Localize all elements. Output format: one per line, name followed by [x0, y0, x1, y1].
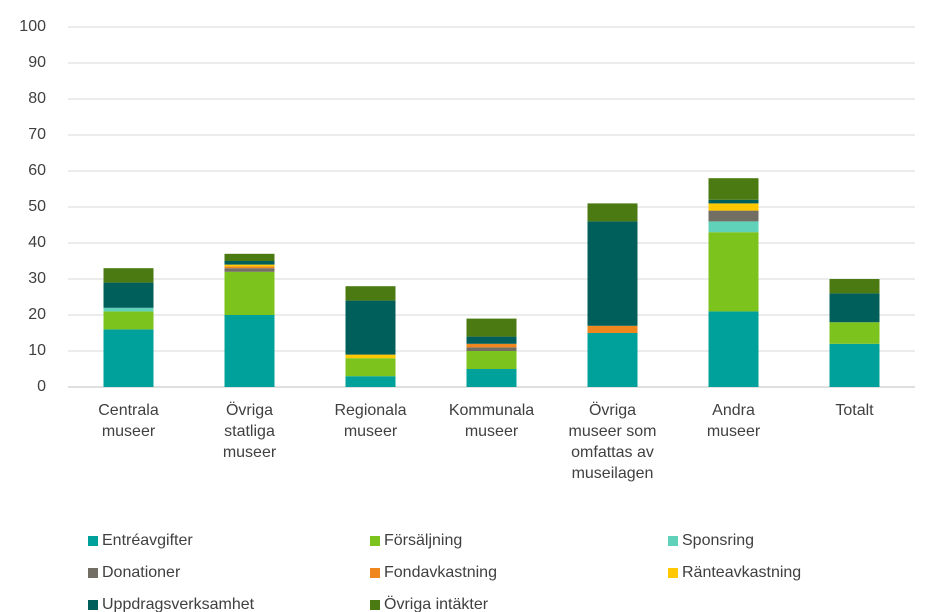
bar-segment [466, 351, 517, 369]
bar-segment [829, 322, 880, 344]
x-tick-label: Andra museer [706, 402, 761, 440]
bar-segment [708, 232, 759, 312]
legend-swatch [370, 568, 380, 578]
x-tick-label-box: Kommunala museer [448, 402, 535, 440]
bar-segment [708, 210, 759, 222]
bar-segment [829, 293, 880, 323]
bar-segment [708, 203, 759, 211]
bar-segment [708, 221, 759, 233]
bar-segment [345, 286, 396, 301]
x-tick-label: Regionala museer [334, 402, 407, 440]
bar-segment [466, 318, 517, 337]
legend-swatch [88, 536, 98, 546]
bar-segment [829, 279, 880, 294]
bar-segment [345, 300, 396, 355]
x-tick-label: Övriga museer som omfattas av museilagen [568, 402, 657, 482]
y-tick-label: 70 [28, 126, 46, 143]
bar-segment [224, 268, 275, 272]
legend-swatch [370, 536, 380, 546]
bar-segment [224, 261, 275, 265]
x-tick-label: Totalt [835, 402, 874, 419]
y-tick-label: 30 [28, 270, 46, 287]
bar-segment [224, 264, 275, 267]
legend-label: Försäljning [384, 532, 462, 549]
x-tick-label-box: Övriga museer som omfattas av museilagen [568, 402, 657, 482]
bar-segment [587, 221, 638, 326]
bar-segment [103, 329, 154, 387]
legend-swatch [668, 568, 678, 578]
bar-segment [466, 343, 517, 348]
x-tick-label-box: Totalt [835, 402, 874, 419]
y-tick-label: 40 [28, 234, 46, 251]
y-tick-label: 100 [19, 18, 46, 35]
bar-segment [224, 271, 275, 315]
x-tick-label-box: Övriga statliga museer [222, 402, 277, 461]
bar-segment [224, 266, 275, 269]
x-tick-label-box: Andra museer [706, 402, 761, 440]
legend-label: Donationer [102, 564, 181, 581]
legend-swatch [88, 568, 98, 578]
bar-segment [466, 369, 517, 387]
bar-segment [829, 343, 880, 387]
bar-segment [466, 347, 517, 351]
bar-segment [345, 354, 396, 359]
y-tick-label: 10 [28, 342, 46, 359]
legend-swatch [370, 600, 380, 610]
legend-swatch [668, 536, 678, 546]
bar-segment [708, 311, 759, 387]
y-tick-label: 80 [28, 90, 46, 107]
y-tick-label: 50 [28, 198, 46, 215]
y-tick-label: 90 [28, 54, 46, 71]
legend-label: Fondavkastning [384, 564, 497, 581]
legend-label: Uppdragsverksamhet [102, 596, 255, 612]
bar-segment [587, 203, 638, 222]
bar-segment [345, 376, 396, 387]
bar-segment [224, 315, 275, 387]
y-tick-label: 20 [28, 306, 46, 323]
legend-label: Övriga intäkter [384, 595, 489, 612]
bar-segment [103, 268, 154, 283]
bar-segment [708, 199, 759, 204]
legend-label: Entréavgifter [102, 532, 193, 549]
legend-label: Sponsring [682, 532, 754, 549]
bar-segment [587, 333, 638, 387]
x-tick-label: Övriga statliga museer [222, 402, 277, 461]
y-tick-label: 0 [37, 378, 46, 395]
bar-segment [103, 311, 154, 330]
x-tick-label-box: Centrala museer [98, 402, 159, 440]
y-tick-label: 60 [28, 162, 46, 179]
bar-segment [466, 336, 517, 344]
bar-segment [708, 178, 759, 200]
bar-segment [587, 325, 638, 333]
bar-segment [224, 253, 275, 261]
x-tick-label: Centrala museer [98, 402, 159, 440]
x-tick-label-box: Regionala museer [334, 402, 407, 440]
x-tick-label: Kommunala museer [448, 402, 535, 440]
legend-label: Ränteavkastning [682, 564, 801, 581]
legend-swatch [88, 600, 98, 610]
bar-segment [103, 282, 154, 308]
bar-segment [345, 358, 396, 377]
bar-segment [103, 307, 154, 312]
